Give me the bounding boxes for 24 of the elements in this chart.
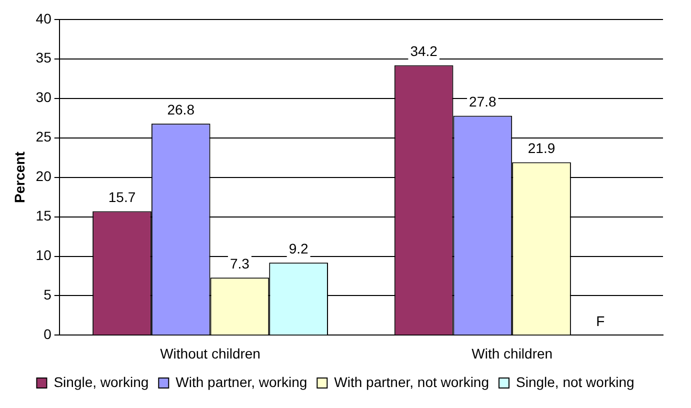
- y-tick-label: 25: [36, 128, 52, 145]
- y-tick-label: 0: [44, 326, 52, 342]
- legend-label: With partner, not working: [334, 374, 490, 390]
- x-tick-label: With children: [472, 345, 553, 362]
- x-tick-label: Without children: [160, 345, 260, 362]
- data-label: 21.9: [528, 140, 556, 156]
- data-label: 15.7: [108, 189, 136, 206]
- y-tick-label: 5: [44, 286, 52, 303]
- y-tick-label: 35: [36, 50, 52, 66]
- legend-label: Single, not working: [516, 374, 634, 390]
- legend-label: Single, working: [54, 374, 149, 390]
- data-label: 26.8: [167, 101, 195, 118]
- y-tick-label: 15: [36, 208, 52, 224]
- y-tick-label: 30: [36, 89, 52, 106]
- data-label: 27.8: [469, 94, 497, 110]
- data-label: 34.2: [410, 43, 438, 60]
- y-axis-title: Percent: [11, 151, 28, 203]
- text: F: [596, 313, 605, 330]
- y-tick-label: 20: [36, 168, 52, 184]
- y-tick-label: 10: [36, 247, 52, 264]
- data-label: 7.3: [230, 255, 250, 272]
- legend-label: With partner, working: [176, 374, 308, 390]
- data-label: 9.2: [288, 240, 308, 256]
- y-tick-label: 40: [36, 10, 52, 26]
